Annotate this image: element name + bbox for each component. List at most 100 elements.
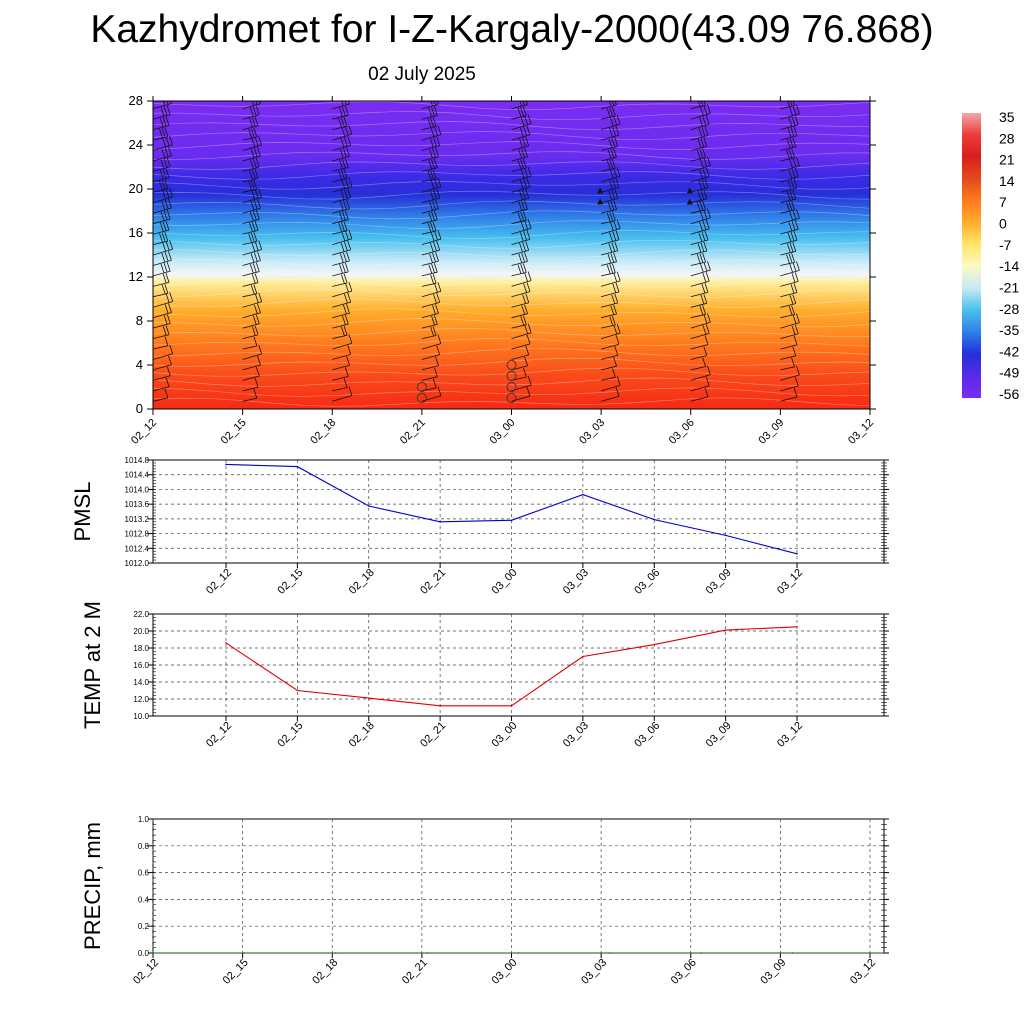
wind-barb bbox=[869, 317, 870, 318]
wind-barb bbox=[511, 177, 531, 193]
wind-barb bbox=[332, 334, 353, 350]
wind-barb bbox=[780, 178, 798, 193]
wind-barb bbox=[601, 357, 617, 371]
wind-barb bbox=[153, 262, 171, 277]
wind-barb bbox=[332, 147, 350, 162]
wind-barb bbox=[869, 139, 870, 141]
contour-line bbox=[153, 268, 870, 279]
wind-barb bbox=[780, 294, 797, 308]
wind-barb bbox=[242, 314, 260, 329]
wind-barb bbox=[421, 101, 439, 110]
wind-pennant bbox=[686, 198, 693, 205]
wind-barb bbox=[690, 208, 711, 225]
data-point bbox=[517, 952, 520, 954]
wind-barb bbox=[242, 377, 259, 392]
colorbar-label: -49 bbox=[999, 365, 1019, 381]
data-point bbox=[653, 518, 656, 521]
wind-barb bbox=[242, 389, 258, 402]
wind-barb bbox=[690, 387, 709, 402]
wind-barb bbox=[869, 285, 870, 287]
wind-barb bbox=[242, 146, 261, 162]
wind-barb bbox=[869, 359, 870, 360]
wind-barb bbox=[690, 260, 711, 277]
data-point bbox=[296, 689, 299, 692]
wind-pennant bbox=[686, 187, 693, 194]
wind-barb bbox=[601, 368, 616, 381]
y-tick-label: 0.0 bbox=[138, 949, 150, 958]
wind-barb bbox=[600, 271, 621, 287]
data-point bbox=[439, 521, 441, 523]
x-tick-label: 02_15 bbox=[275, 567, 305, 597]
wind-barb bbox=[242, 355, 261, 371]
wind-barb bbox=[332, 281, 353, 298]
wind-barb bbox=[869, 390, 870, 391]
wind-barb bbox=[600, 323, 621, 339]
x-tick-label: 02_12 bbox=[204, 567, 234, 597]
data-point bbox=[510, 519, 513, 522]
temp-panel: 10.0 12.0 14.0 16.0 18.0 20.0 22.0 02_12 02_15 02… bbox=[80, 601, 889, 750]
wind-barb bbox=[690, 137, 708, 151]
wind-barb bbox=[690, 335, 709, 350]
colorbar-label: -42 bbox=[999, 343, 1019, 359]
chart-title: Kazhydromet for I-Z-Kargaly-2000(43.09 7… bbox=[90, 8, 934, 51]
wind-barb bbox=[242, 292, 263, 308]
wind-barb bbox=[869, 338, 870, 339]
wind-barb bbox=[421, 199, 439, 214]
wind-barb bbox=[869, 118, 870, 120]
wind-barb bbox=[153, 303, 172, 319]
wind-barb bbox=[780, 335, 798, 350]
wind-barb bbox=[600, 387, 620, 402]
data-point bbox=[796, 625, 798, 628]
wind-barb bbox=[153, 101, 172, 110]
x-tick-label: 03_00 bbox=[488, 417, 518, 447]
wind-barb bbox=[511, 230, 531, 245]
wind-barb bbox=[332, 314, 349, 329]
colorbar-label: -14 bbox=[999, 258, 1019, 274]
contour-line bbox=[153, 121, 870, 131]
wind-barb bbox=[690, 189, 708, 204]
wind-barb bbox=[600, 376, 621, 392]
wind-barb bbox=[421, 210, 438, 225]
contour-line bbox=[153, 101, 870, 110]
wind-barb bbox=[332, 356, 350, 371]
x-tick-label: 02_15 bbox=[275, 720, 305, 750]
wind-barb bbox=[869, 400, 870, 402]
wind-barb bbox=[421, 221, 437, 235]
y-tick-label: 0.8 bbox=[138, 842, 150, 851]
wind-barb bbox=[242, 157, 260, 172]
wind-barb bbox=[780, 189, 797, 204]
data-point bbox=[334, 952, 337, 954]
wind-barb bbox=[690, 365, 711, 381]
wind-barb bbox=[690, 156, 711, 172]
wind-barb bbox=[153, 231, 169, 245]
wind-barb bbox=[511, 293, 530, 308]
contour-line bbox=[153, 161, 870, 170]
colorbar-label: -21 bbox=[999, 279, 1019, 295]
wind-barb bbox=[780, 253, 795, 266]
wind-barb bbox=[780, 231, 798, 245]
wind-barb bbox=[242, 101, 261, 110]
heatmap-panel: 0 4 8 12 16 20 24 28 02_12 02_15 02_18 02_21 03_00 03… bbox=[129, 93, 877, 447]
x-tick-label: 03_03 bbox=[577, 417, 607, 447]
wind-barb bbox=[690, 148, 706, 162]
x-tick-label: 03_09 bbox=[758, 957, 788, 987]
colorbar-label: -28 bbox=[999, 301, 1019, 317]
wind-barb bbox=[601, 346, 619, 360]
wind-barb bbox=[242, 366, 260, 381]
x-tick-label: 03_06 bbox=[632, 567, 662, 597]
wind-barb bbox=[511, 345, 530, 360]
wind-barb bbox=[332, 251, 350, 266]
wind-barb bbox=[153, 187, 173, 204]
wind-barb bbox=[153, 127, 169, 141]
contour-line bbox=[153, 141, 870, 150]
wind-barb bbox=[511, 188, 530, 204]
x-tick-label: 03_12 bbox=[846, 417, 876, 447]
wind-barb bbox=[869, 170, 870, 172]
y-tick-label: 18.0 bbox=[133, 644, 149, 653]
wind-barb bbox=[780, 283, 798, 298]
wind-barb bbox=[511, 125, 531, 141]
wind-barb bbox=[332, 273, 348, 287]
y-tick-label: 16.0 bbox=[133, 661, 149, 670]
y-tick-label: 24 bbox=[129, 137, 143, 152]
